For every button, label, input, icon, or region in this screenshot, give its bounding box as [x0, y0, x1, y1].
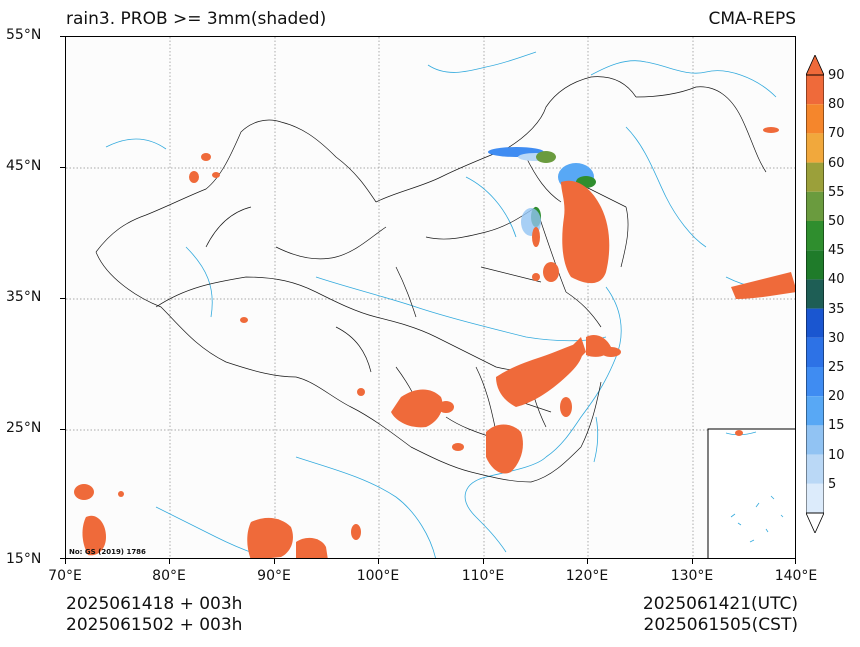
- lat-label-25: 25°N: [6, 420, 42, 436]
- lon-label-140: 140°E: [774, 568, 818, 584]
- colorbar-label: 5: [828, 476, 837, 492]
- colorbar-band: [806, 337, 824, 367]
- colorbar-band: [806, 133, 824, 163]
- colorbar-band: [806, 104, 824, 134]
- lat-tick: [60, 298, 65, 299]
- lat-tick: [60, 36, 65, 37]
- lon-tick: [483, 559, 484, 564]
- precip-prob-high: [74, 127, 795, 558]
- valid-time-cst: 2025061505(CST): [643, 615, 798, 635]
- colorbar-label: 20: [828, 389, 845, 405]
- lon-label-80: 80°E: [152, 568, 186, 584]
- valid-time-block: 2025061421(UTC) 2025061505(CST): [643, 594, 798, 636]
- lat-label-55: 55°N: [6, 27, 42, 43]
- colorbar-band: [806, 425, 824, 455]
- colorbar-label: 70: [828, 126, 845, 142]
- colorbar-band: [806, 483, 824, 513]
- colorbar-label: 60: [828, 155, 845, 171]
- colorbar-label: 55: [828, 184, 845, 200]
- lon-tick: [378, 559, 379, 564]
- colorbar-band: [806, 191, 824, 221]
- south-china-sea-inset: [707, 428, 795, 558]
- lat-tick: [60, 558, 65, 559]
- colorbar-band: [806, 396, 824, 426]
- lon-label-70: 70°E: [48, 568, 82, 584]
- colorbar-label: 45: [828, 243, 845, 259]
- valid-time-utc: 2025061421(UTC): [642, 594, 798, 614]
- lon-label-110: 110°E: [461, 568, 505, 584]
- lon-label-130: 130°E: [670, 568, 714, 584]
- colorbar-label: 40: [828, 272, 845, 288]
- init-time-utc: 2025061418 + 003h: [66, 594, 243, 614]
- lon-tick: [169, 559, 170, 564]
- colorbar-label: 80: [828, 97, 845, 113]
- lon-label-100: 100°E: [356, 568, 400, 584]
- lon-tick: [587, 559, 588, 564]
- lat-tick: [60, 167, 65, 168]
- lat-label-15: 15°N: [6, 551, 42, 567]
- lon-tick: [274, 559, 275, 564]
- colorbar-label: 30: [828, 330, 845, 346]
- model-name: CMA-REPS: [708, 9, 796, 29]
- colorbar-band: [806, 279, 824, 309]
- colorbar: [806, 55, 824, 533]
- map-canvas: [66, 37, 795, 558]
- colorbar-band: [806, 250, 824, 280]
- colorbar-band: [806, 75, 824, 105]
- map-approval-note: No: GS (2019) 1786: [69, 548, 146, 556]
- init-time-cst: 2025061502 + 003h: [66, 615, 243, 635]
- lon-tick: [692, 559, 693, 564]
- colorbar-label: 35: [828, 301, 845, 317]
- lon-label-90: 90°E: [257, 568, 291, 584]
- lat-tick: [60, 429, 65, 430]
- map-title: rain3. PROB >= 3mm(shaded): [66, 9, 327, 29]
- colorbar-label: 25: [828, 360, 845, 375]
- coastline-rivers: [105, 51, 795, 558]
- colorbar-band: [806, 162, 824, 192]
- colorbar-label: 90: [828, 68, 845, 83]
- colorbar-band: [806, 221, 824, 251]
- colorbar-label: 10: [828, 447, 845, 463]
- colorbar-band: [806, 454, 824, 484]
- lon-tick: [65, 559, 66, 564]
- init-time-block: 2025061418 + 003h 2025061502 + 003h: [66, 594, 242, 636]
- lon-tick: [795, 559, 796, 564]
- map-panel[interactable]: [65, 36, 796, 559]
- lat-label-35: 35°N: [6, 289, 42, 305]
- lon-label-120: 120°E: [565, 568, 609, 584]
- colorbar-label: 15: [828, 418, 845, 434]
- colorbar-label: 50: [828, 214, 845, 229]
- colorbar-band: [806, 308, 824, 338]
- colorbar-band: [806, 367, 824, 397]
- lat-label-45: 45°N: [6, 158, 42, 174]
- graticule: [66, 37, 795, 558]
